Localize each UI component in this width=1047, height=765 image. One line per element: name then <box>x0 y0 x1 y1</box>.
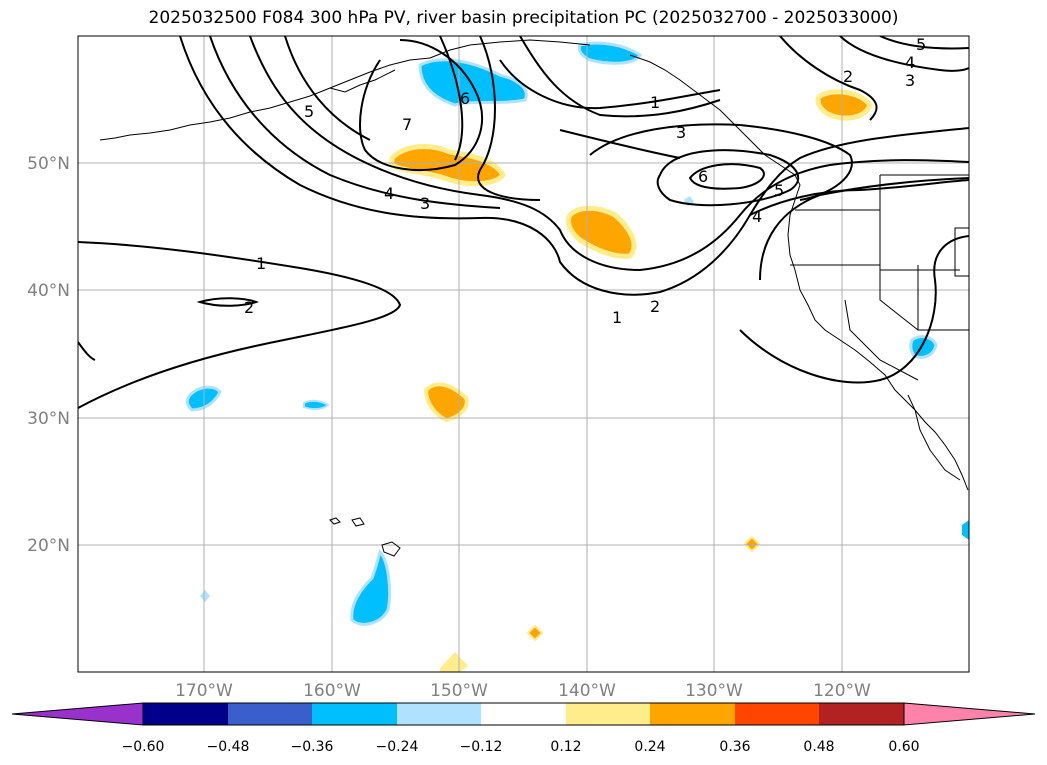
contour-line <box>759 177 969 281</box>
contour-line <box>249 36 969 272</box>
precip-blob <box>815 89 873 121</box>
colorbar-tick: 0.60 <box>888 739 919 755</box>
colorbar-tick: −0.12 <box>460 739 503 755</box>
contour-line <box>739 235 969 384</box>
colorbar-tick: −0.24 <box>376 739 419 755</box>
contour-label-group: 1 1 1 2 2 2 3 3 3 4 4 4 5 5 5 6 6 7 <box>244 35 926 327</box>
contour-label: 2 <box>244 298 254 317</box>
precip-blob <box>962 520 969 540</box>
lon-label: 170°W <box>175 681 233 701</box>
contour-line <box>519 36 721 118</box>
precip-blob <box>389 144 506 187</box>
contour-line <box>779 36 878 121</box>
precip-blob <box>423 382 469 423</box>
contour-line <box>78 341 96 361</box>
colorbar-frame <box>142 702 905 726</box>
colorbar-ticks: −0.60 −0.48 −0.36 −0.24 −0.12 0.12 0.24 … <box>122 739 920 755</box>
lon-label: 140°W <box>558 681 616 701</box>
contour-line <box>499 59 721 110</box>
lat-label: 50°N <box>27 154 70 174</box>
precip-blob <box>418 58 528 107</box>
contour-line <box>284 36 371 141</box>
lat-labels: 50°N 40°N 30°N 20°N <box>27 154 70 556</box>
colorbar-tick: 0.48 <box>803 739 834 755</box>
contour-line <box>879 36 969 50</box>
lon-label: 150°W <box>430 681 488 701</box>
colorbar-swatch <box>143 703 228 725</box>
colorbar-tick: 0.12 <box>550 739 581 755</box>
contour-label: 6 <box>698 167 708 186</box>
precip-blob <box>565 205 637 259</box>
pv-contours <box>78 36 969 409</box>
lat-label: 30°N <box>27 409 70 429</box>
lon-labels: 170°W 160°W 150°W 140°W 130°W 120°W <box>175 681 871 701</box>
contour-line <box>749 179 969 216</box>
contour-line <box>688 163 765 190</box>
contour-label: 1 <box>650 93 660 112</box>
colorbar <box>11 702 1036 726</box>
precip-blob <box>440 652 468 672</box>
colorbar-swatch <box>819 703 904 725</box>
contour-label: 1 <box>256 254 266 273</box>
precip-shading <box>185 41 969 672</box>
contour-label: 3 <box>420 194 430 213</box>
contour-label: 5 <box>916 35 926 54</box>
contour-line <box>839 36 969 72</box>
coastlines <box>99 39 969 557</box>
colorbar-swatch <box>735 703 819 725</box>
contour-line <box>179 36 969 296</box>
contour-line <box>589 123 853 201</box>
lat-label: 20°N <box>27 536 70 556</box>
colorbar-extend-low <box>11 702 144 726</box>
contour-label: 4 <box>905 53 915 72</box>
colorbar-swatch <box>481 703 566 725</box>
contour-line <box>439 36 464 161</box>
contour-label: 3 <box>676 123 686 142</box>
contour-line <box>359 39 484 171</box>
colorbar-extend-high <box>903 702 1036 726</box>
map-title: 2025032500 F084 300 hPa PV, river basin … <box>148 8 899 28</box>
contour-line <box>209 36 501 209</box>
precip-blob <box>909 335 938 359</box>
lon-label: 120°W <box>813 681 871 701</box>
contour-label: 7 <box>402 115 412 134</box>
contour-label: 2 <box>843 67 853 86</box>
colorbar-swatch <box>650 703 735 725</box>
lat-label: 40°N <box>27 281 70 301</box>
contour-label: 1 <box>612 308 622 327</box>
map-area <box>78 36 969 672</box>
map-frame <box>77 35 970 673</box>
lon-label: 130°W <box>685 681 743 701</box>
colorbar-tick: 0.36 <box>719 739 750 755</box>
contour-label: 2 <box>650 297 660 316</box>
precip-blob <box>526 624 544 642</box>
colorbar-swatch <box>312 703 397 725</box>
precip-blob <box>350 549 392 626</box>
colorbar-tick: 0.24 <box>634 739 665 755</box>
contour-line <box>559 129 681 159</box>
gridlines <box>78 36 969 672</box>
contour-label: 6 <box>460 89 470 108</box>
contour-line <box>656 149 800 207</box>
colorbar-tick: −0.36 <box>291 739 334 755</box>
contour-label: 3 <box>905 71 915 90</box>
contour-label: 5 <box>304 102 314 121</box>
precip-blob <box>200 590 210 602</box>
contour-label: 4 <box>752 207 762 226</box>
contour-label: 5 <box>774 181 784 200</box>
lon-label: 160°W <box>303 681 361 701</box>
colorbar-tick: −0.60 <box>122 739 165 755</box>
colorbar-swatch <box>566 703 650 725</box>
precip-blob <box>303 399 330 411</box>
precip-blob <box>577 41 642 65</box>
contour-label: 4 <box>384 184 394 203</box>
contour-line <box>477 36 541 201</box>
precip-blob <box>743 535 761 553</box>
colorbar-swatch <box>228 703 312 725</box>
contour-line <box>196 297 259 307</box>
colorbar-swatch <box>397 703 481 725</box>
contour-line <box>78 241 402 409</box>
colorbar-tick: −0.48 <box>207 739 250 755</box>
